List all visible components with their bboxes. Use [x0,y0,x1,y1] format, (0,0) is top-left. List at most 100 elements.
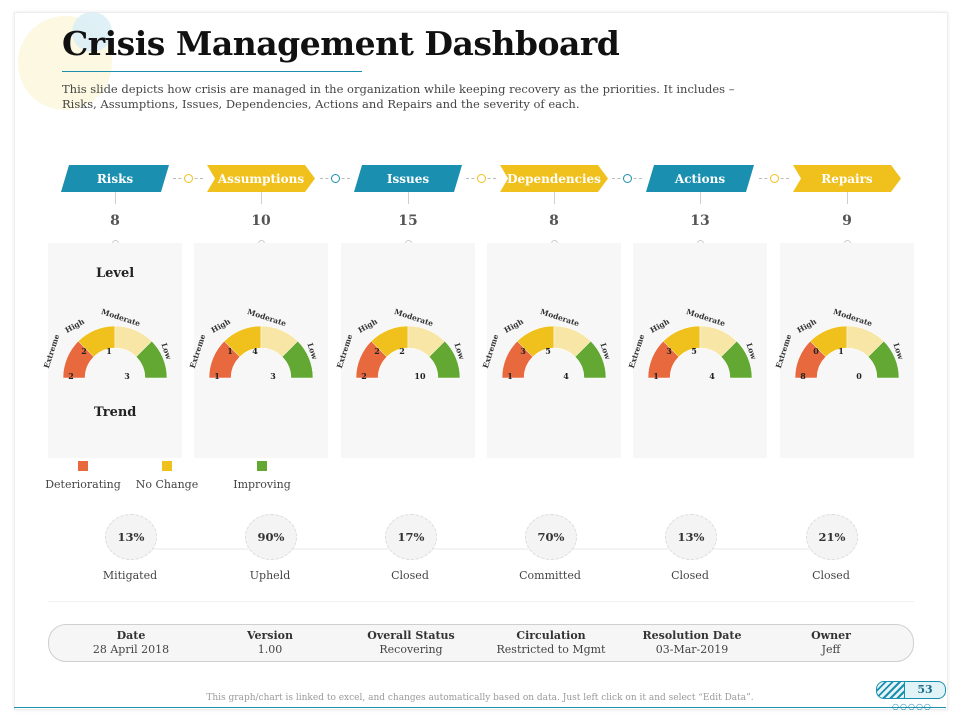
legend-label: Deteriorating [45,478,121,491]
gauge-label-moderate: Moderate [539,307,580,328]
status-label: Closed [391,569,429,582]
gauge-label-high: High [64,317,87,335]
status-label: Upheld [249,569,291,582]
status-percent: 90% [245,514,297,560]
bottom-rule [14,707,946,708]
page-title: Crisis Management Dashboard [62,24,620,63]
gauge-segment-low [281,340,314,379]
footnote: This graph/chart is linked to excel, and… [206,693,754,703]
tab-connector-dot [184,174,193,183]
gauge-label-high: High [649,317,672,335]
tab-stem [115,192,116,204]
tab-connector-dot [330,174,340,183]
gauge-value-moderate: 5 [545,346,551,356]
gauge-value-extreme: 1 [653,371,659,381]
level-label: Level [96,266,135,281]
gauge-value-moderate: 5 [691,346,697,356]
category-tab-assumptions[interactable]: Assumptions [207,165,315,192]
gauge-value-low: 0 [856,371,862,381]
legend-label: No Change [135,478,199,491]
info-key: Date [116,629,146,642]
gauge-value-extreme: 2 [361,371,367,381]
category-count: 8 [110,213,120,229]
status-band [48,505,914,602]
page-dots-decoration: ○○○○○ [892,702,932,711]
gauge-value-low: 3 [124,371,130,381]
info-value: 03-Mar-2019 [655,643,729,656]
gauge-value-extreme: 8 [800,371,806,381]
info-value: Recovering [379,643,443,656]
tab-connector-dot [769,174,779,183]
info-key: Circulation [516,629,586,642]
status-label: Mitigated [102,569,158,582]
info-value: 28 April 2018 [92,643,170,656]
category-tab-risks[interactable]: Risks [61,165,169,192]
info-bar [48,624,914,662]
gauge-label-moderate: Moderate [100,307,141,328]
title-underline [62,71,362,72]
gauge-label-high: High [210,317,233,335]
gauge-value-low: 3 [270,371,276,381]
info-key: Owner [811,629,851,642]
category-card [487,243,621,458]
info-field-circulation: Circulation Restricted to Mgmt [476,628,626,657]
gauge-segment-low [428,340,461,379]
info-field-date: Date 28 April 2018 [56,628,206,657]
gauge-label-high: High [357,317,380,335]
status-percent: 13% [665,514,717,560]
gauge-value-low: 4 [563,371,569,381]
status-label: Closed [671,569,709,582]
gauge-value-moderate: 2 [399,346,405,356]
category-tab-dependencies[interactable]: Dependencies [500,165,608,192]
decorative-circle-blue [72,12,112,52]
gauge-value-low: 10 [414,371,426,381]
gauge-value-extreme: 2 [68,371,74,381]
info-field-owner: Owner Jeff [756,628,906,657]
info-key: Overall Status [367,629,455,642]
category-count: 8 [549,213,559,229]
tab-connector-dot [477,174,486,183]
gauge-value-high: 2 [81,346,87,356]
page-number: 53 [904,681,946,699]
gauge-label-high: High [503,317,526,335]
gauge-value-high: 1 [227,346,233,356]
gauge-value-high: 3 [520,346,526,356]
gauge-segment-low [720,340,753,379]
status-percent: 70% [525,514,577,560]
info-key: Version [246,629,294,642]
category-count: 9 [842,213,852,229]
gauge-label-high: High [796,317,819,335]
info-field-version: Version 1.00 [195,628,345,657]
legend-swatch-improving [257,461,267,471]
category-tab-repairs[interactable]: Repairs [793,165,901,192]
tab-stem [700,192,701,204]
gauge-label-moderate: Moderate [393,307,434,328]
gauge-segment-low [867,340,900,379]
category-tab-actions[interactable]: Actions [646,165,754,192]
info-field-overall-status: Overall Status Recovering [336,628,486,657]
legend-label: Improving [233,478,291,491]
gauge-value-moderate: 1 [838,346,844,356]
status-connector-line [130,548,850,550]
info-field-resolution-date: Resolution Date 03-Mar-2019 [617,628,767,657]
info-value: 1.00 [257,643,283,656]
gauge-value-extreme: 1 [507,371,513,381]
category-count: 15 [398,213,418,229]
gauge-value-moderate: 1 [106,346,112,356]
gauge-segment-low [135,340,168,379]
info-value: Jeff [821,643,841,656]
gauge-label-moderate: Moderate [832,307,873,328]
gauge-segment-low [574,340,607,379]
category-card [633,243,767,458]
category-tab-issues[interactable]: Issues [354,165,462,192]
info-value: Restricted to Mgmt [496,643,606,656]
gauge-value-high: 3 [666,346,672,356]
status-percent: 13% [105,514,157,560]
gauge-value-high: 0 [813,346,819,356]
status-label: Closed [812,569,850,582]
